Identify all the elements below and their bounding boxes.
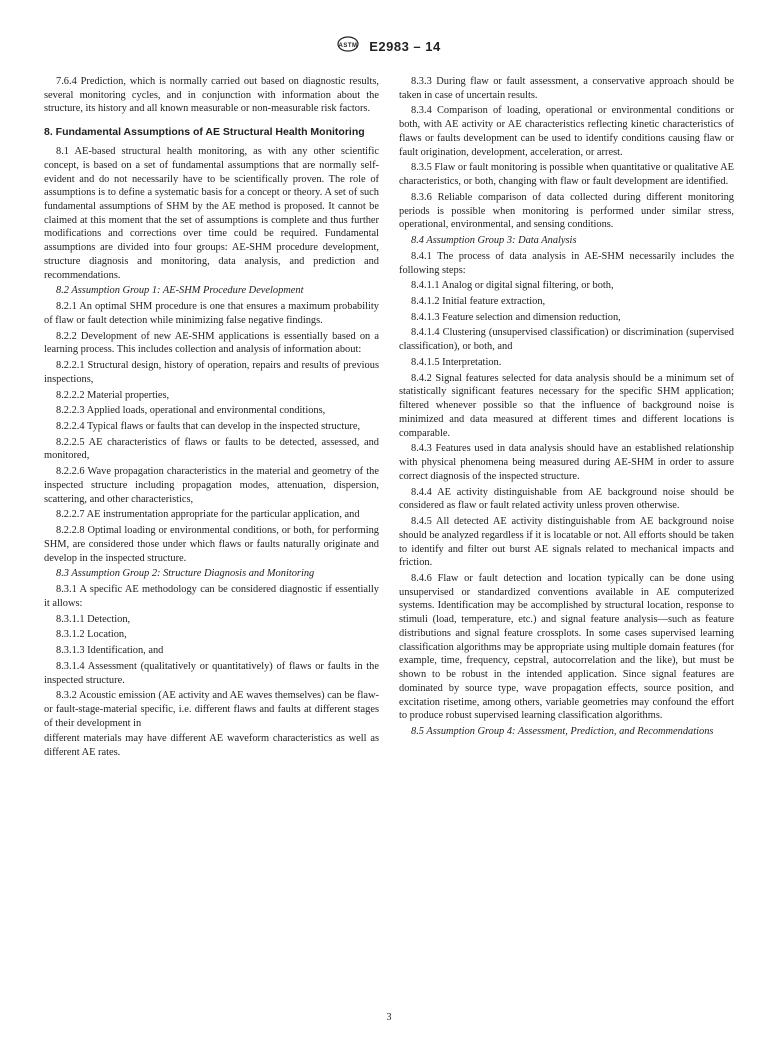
para-8-2-2-6: 8.2.2.6 Wave propagation characteristics… — [44, 465, 379, 506]
para-8-4-1-1: 8.4.1.1 Analog or digital signal filteri… — [399, 279, 734, 293]
para-8-4-5: 8.4.5 All detected AE activity distingui… — [399, 515, 734, 570]
para-8-3-5: 8.3.5 Flaw or fault monitoring is possib… — [399, 161, 734, 188]
para-8-2-2-8: 8.2.2.8 Optimal loading or environmental… — [44, 524, 379, 565]
document-number: E2983 – 14 — [369, 39, 441, 54]
para-8-4-1-4: 8.4.1.4 Clustering (unsupervised classif… — [399, 326, 734, 353]
para-8-4-4: 8.4.4 AE activity distinguishable from A… — [399, 486, 734, 513]
page: ASTM E2983 – 14 7.6.4 Prediction, which … — [0, 0, 778, 1041]
section-8-heading: 8. Fundamental Assumptions of AE Structu… — [44, 126, 379, 140]
para-8-3-6: 8.3.6 Reliable comparison of data collec… — [399, 191, 734, 232]
para-8-4-2: 8.4.2 Signal features selected for data … — [399, 372, 734, 441]
para-8-2-2-1: 8.2.2.1 Structural design, history of op… — [44, 359, 379, 386]
para-8-3-1: 8.3.1 A specific AE methodology can be c… — [44, 583, 379, 610]
para-8-2-2-4: 8.2.2.4 Typical flaws or faults that can… — [44, 420, 379, 434]
para-8-2-2-3: 8.2.2.3 Applied loads, operational and e… — [44, 404, 379, 418]
para-8-2-2-2: 8.2.2.2 Material properties, — [44, 389, 379, 403]
para-8-1: 8.1 AE-based structural health monitorin… — [44, 145, 379, 282]
para-7-6-4: 7.6.4 Prediction, which is normally carr… — [44, 75, 379, 116]
para-8-4-3: 8.4.3 Features used in data analysis sho… — [399, 442, 734, 483]
page-header: ASTM E2983 – 14 — [44, 36, 734, 57]
para-8-2-heading: 8.2 Assumption Group 1: AE-SHM Procedure… — [44, 284, 379, 298]
page-number: 3 — [0, 1012, 778, 1023]
para-8-3-3: 8.3.3 During flaw or fault assessment, a… — [399, 75, 734, 102]
para-8-4-1-3: 8.4.1.3 Feature selection and dimension … — [399, 311, 734, 325]
para-8-3-1-4: 8.3.1.4 Assessment (qualitatively or qua… — [44, 660, 379, 687]
para-8-3-heading: 8.3 Assumption Group 2: Structure Diagno… — [44, 567, 379, 581]
para-8-3-2: 8.3.2 Acoustic emission (AE activity and… — [44, 689, 379, 730]
para-8-3-4: 8.3.4 Comparison of loading, operational… — [399, 104, 734, 159]
para-8-3-1-1: 8.3.1.1 Detection, — [44, 613, 379, 627]
para-8-4-1-2: 8.4.1.2 Initial feature extraction, — [399, 295, 734, 309]
para-8-4-1: 8.4.1 The process of data analysis in AE… — [399, 250, 734, 277]
para-8-4-heading: 8.4 Assumption Group 3: Data Analysis — [399, 234, 734, 248]
para-8-2-1: 8.2.1 An optimal SHM procedure is one th… — [44, 300, 379, 327]
body-columns: 7.6.4 Prediction, which is normally carr… — [44, 75, 734, 760]
para-8-2-2-5: 8.2.2.5 AE characteristics of flaws or f… — [44, 436, 379, 463]
para-8-5-heading: 8.5 Assumption Group 4: Assessment, Pred… — [399, 725, 734, 739]
para-8-3-2-cont: different materials may have different A… — [44, 732, 379, 759]
para-8-4-1-5: 8.4.1.5 Interpretation. — [399, 356, 734, 370]
astm-logo-icon: ASTM — [337, 36, 359, 57]
para-8-3-1-3: 8.3.1.3 Identification, and — [44, 644, 379, 658]
para-8-2-2-7: 8.2.2.7 AE instrumentation appropriate f… — [44, 508, 379, 522]
svg-text:ASTM: ASTM — [339, 43, 358, 49]
para-8-4-6: 8.4.6 Flaw or fault detection and locati… — [399, 572, 734, 723]
para-8-2-2: 8.2.2 Development of new AE-SHM applicat… — [44, 330, 379, 357]
para-8-3-1-2: 8.3.1.2 Location, — [44, 628, 379, 642]
